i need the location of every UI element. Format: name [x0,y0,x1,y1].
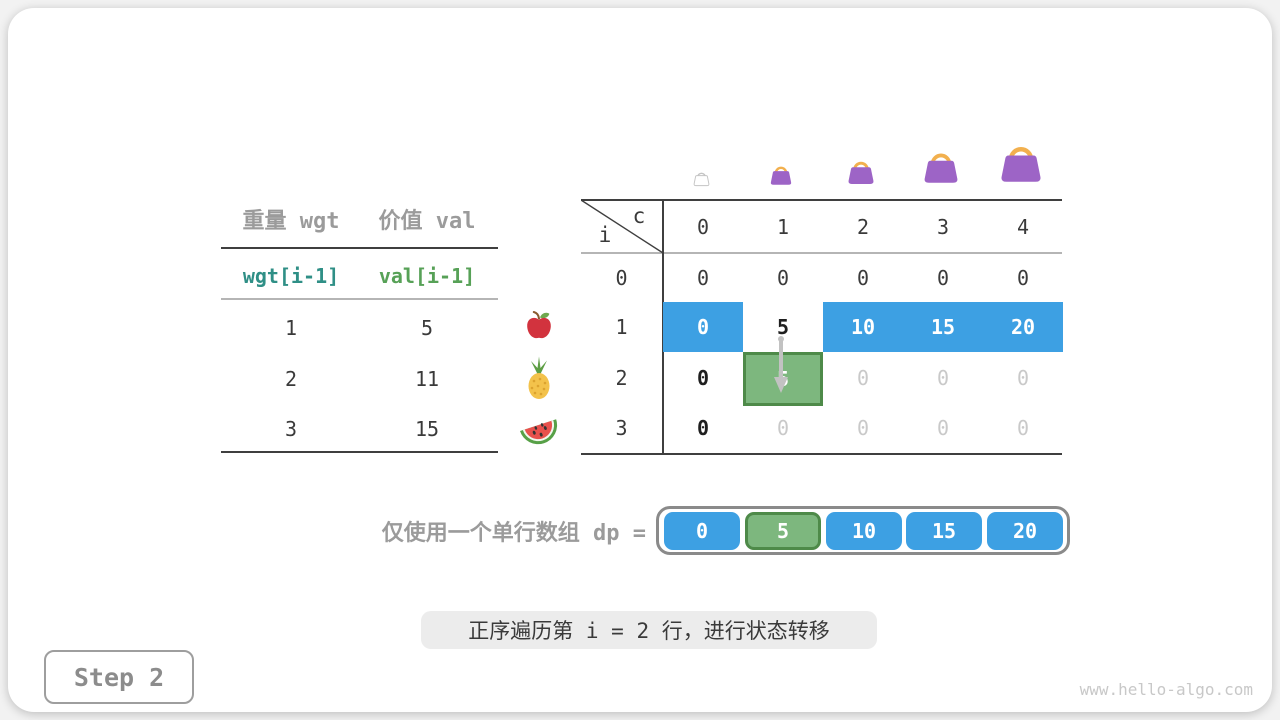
dp-table-bottom-line [581,453,1062,455]
dp-row-header-1: 1 [615,315,628,339]
item-3-weight: 3 [284,417,298,441]
dp-table-header-line [581,252,1062,254]
items-bottom-divider [221,451,498,453]
dp-row-header-2: 2 [615,365,628,390]
dp-array-cell-3: 15 [906,512,982,550]
dp-row-header-3: 3 [615,416,628,440]
corner-row-label: i [598,223,612,247]
dp-array-label: 仅使用一个单行数组 dp = [381,521,646,546]
dp-cell-r1-c3: 15 [903,302,983,352]
dp-col-header-3: 3 [936,215,950,239]
item-2-weight: 2 [284,367,298,391]
apple-icon [527,310,551,339]
item-2-value: 11 [414,367,440,391]
dp-cell-r1-c1: 5 [776,315,790,339]
dp-col-header-2: 2 [856,215,870,239]
dp-cell-r0-c0: 0 [696,265,710,290]
dp-cell-r0-c1: 0 [776,265,790,290]
dp-cell-r3-c1: 0 [776,416,790,440]
watermelon-icon [520,419,558,445]
dp-cell-r1-c0: 0 [663,302,743,352]
item-3-value: 15 [414,417,440,441]
items-value-header: 价值 val [378,209,476,234]
items-code-divider [221,298,498,300]
dp-row-header-0: 0 [615,265,628,290]
empty-bag-icon [693,172,710,187]
item-1-weight: 1 [284,316,298,340]
dp-array-cell-0: 0 [664,512,740,550]
dp-array-cell-4: 20 [987,512,1063,550]
items-value-code: val[i-1] [378,264,476,288]
dp-col-header-0: 0 [696,215,710,239]
pineapple-icon [528,356,550,399]
caption-bar: 正序遍历第 i = 2 行，进行状态转移 [421,611,877,649]
dp-cell-r2-c2: 0 [856,365,870,390]
items-header-divider [221,247,498,249]
dp-cell-r3-c4: 0 [1016,416,1030,440]
dp-cell-r0-c4: 0 [1016,265,1030,290]
dp-cell-r1-c4: 20 [983,302,1063,352]
items-weight-code: wgt[i-1] [242,264,340,288]
bag-size-2-icon [847,161,875,186]
dp-cell-r0-c3: 0 [936,265,950,290]
dp-cell-r2-c3: 0 [936,365,950,390]
arrow-down-icon [774,336,788,393]
rounded-frame: 重量 wgt 价值 val wgt[i-1] val[i-1] 1 5 2 11… [8,8,1272,712]
item-1-value: 5 [420,316,434,340]
dp-array-cell-1-highlight: 5 [745,512,821,550]
bag-size-3-icon [922,153,960,185]
dp-cell-r3-c2: 0 [856,416,870,440]
corner-col-label: c [632,204,646,228]
dp-table-top-line [581,199,1062,201]
step-badge: Step 2 [44,650,194,704]
bag-size-1-icon [769,166,793,186]
dp-array-cell-2: 10 [826,512,902,550]
dp-cell-r1-c2: 10 [823,302,903,352]
dp-col-header-4: 4 [1016,215,1030,239]
dp-cell-r2-c4: 0 [1016,365,1030,390]
watermark-url: www.hello-algo.com [1079,680,1253,699]
dp-col-header-1: 1 [776,215,790,239]
bag-size-4-icon [996,138,1046,188]
dp-cell-r2-c0: 0 [696,365,710,390]
dp-cell-r3-c3: 0 [936,416,950,440]
items-weight-header: 重量 wgt [242,209,340,234]
dp-cell-r3-c0: 0 [696,416,710,440]
corner-diagonal-line [581,200,663,253]
dp-cell-r0-c2: 0 [856,265,870,290]
